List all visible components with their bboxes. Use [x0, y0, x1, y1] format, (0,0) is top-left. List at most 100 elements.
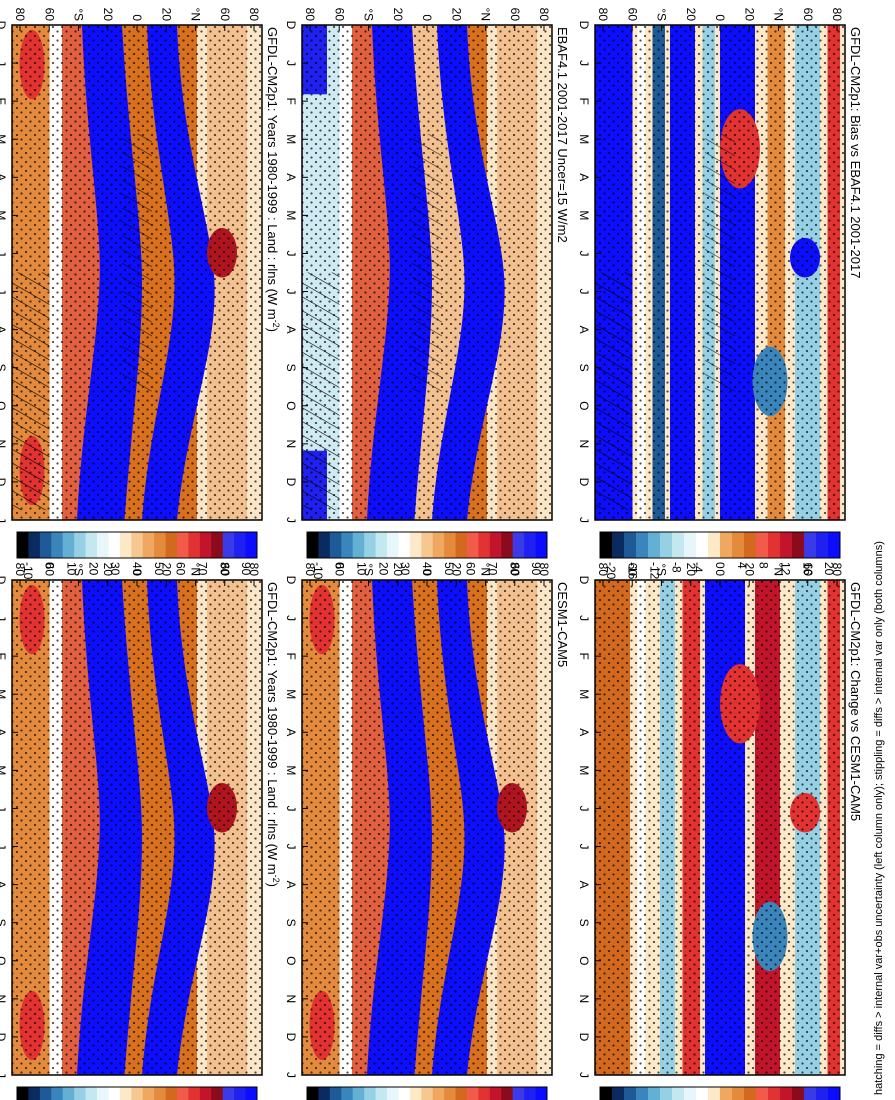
- p5-colorbar-swatch: [743, 532, 756, 558]
- p5-lat-tick: °N: [772, 8, 786, 21]
- p3-colorbar-swatch: [363, 532, 376, 558]
- p2-colorbar-tick: 70: [195, 562, 209, 576]
- p3-month-tick: O: [284, 401, 298, 410]
- p1-month-tick: M: [0, 689, 8, 699]
- p5-month-tick: A: [577, 326, 591, 334]
- p3-colorbar-swatch: [489, 532, 502, 558]
- p6-colorbar-swatch: [659, 1087, 672, 1100]
- p3-month-tick: J: [284, 250, 298, 256]
- p3-colorbar-swatch: [375, 532, 387, 558]
- p6-colorbar-swatch: [599, 1087, 612, 1100]
- p5-colorbar-tick: 0: [713, 562, 727, 569]
- p5-title: GFDL-CM2p1: Bias vs EBAF4.1 2001-2017: [848, 27, 863, 278]
- p1-lat-tick: 60: [42, 563, 56, 577]
- p2-lat-tick: 20: [101, 8, 115, 22]
- p6-colorbar-swatch: [743, 1087, 756, 1100]
- p3-colorbar-swatch: [317, 532, 330, 558]
- p3-month-tick: A: [284, 326, 298, 334]
- p6-colorbar-swatch: [611, 1087, 624, 1100]
- p5-colorbar-swatch: [767, 532, 780, 558]
- p6-month-tick: M: [577, 689, 591, 699]
- p4-colorbar-swatch: [375, 1087, 387, 1100]
- p6-colorbar-swatch: [815, 1087, 828, 1100]
- p6-colorbar-swatch: [719, 1087, 732, 1100]
- p1-title: GFDL-CM2p1: Years 1980-1999 : Land : rln…: [265, 582, 281, 887]
- p3-month-tick: D: [284, 21, 298, 30]
- p2-colorbar-swatch: [16, 532, 29, 558]
- p3-colorbar-tick: 10: [355, 562, 369, 576]
- p4-month-tick: A: [284, 728, 298, 736]
- p2-month-tick: D: [0, 478, 8, 487]
- p3-colorbar-tick: 20: [376, 562, 390, 576]
- p1-month-tick: J: [0, 1072, 8, 1078]
- p2-colorbar-tick: 20: [86, 562, 100, 576]
- p5-colorbar-swatch: [719, 532, 732, 558]
- p3-colorbar-swatch: [477, 532, 490, 558]
- p3-colorbar-tick: 30: [398, 562, 412, 576]
- p3-lat-tick: 80: [303, 8, 317, 22]
- p4-lat-tick: 80: [303, 563, 317, 577]
- p3-month-tick: D: [284, 478, 298, 487]
- p1-month-tick: A: [0, 881, 8, 889]
- p2-lat-tick: °N: [189, 8, 203, 21]
- p1-month-tick: M: [0, 765, 8, 775]
- p4-colorbar-swatch: [363, 1087, 376, 1100]
- p1-colorbar-swatch: [73, 1087, 86, 1100]
- figure-caption: hatching = diffs > internal var+obs unce…: [873, 541, 885, 1095]
- p2-colorbar-tick: -10: [21, 562, 35, 580]
- p4-colorbar-swatch: [466, 1087, 479, 1100]
- p4-heatmap: [301, 579, 553, 1076]
- p6-month-tick: N: [577, 995, 591, 1004]
- p1-heatmap: [11, 579, 263, 1076]
- p6-lat-tick: 60: [801, 563, 815, 577]
- p3-title: EBAF4.1 2001-2017 Uncer=15 W/m2: [555, 27, 570, 243]
- p4-colorbar-swatch: [409, 1087, 422, 1100]
- p1-month-tick: J: [0, 805, 8, 811]
- p3-lat-tick: 60: [332, 8, 346, 22]
- p1-month-tick: J: [0, 615, 8, 621]
- p3-colorbar-swatch: [352, 532, 365, 558]
- p6-lat-tick: °N: [772, 563, 786, 576]
- p2-colorbar-tick: 40: [130, 562, 144, 576]
- p6-month-tick: A: [577, 728, 591, 736]
- p3-colorbar-swatch: [455, 532, 467, 558]
- p5-heatmap: [594, 24, 846, 521]
- p6-colorbar-swatch: [695, 1087, 708, 1100]
- p3-colorbar-swatch: [420, 532, 433, 558]
- p2-colorbar-swatch: [62, 532, 75, 558]
- p1-colorbar-swatch: [85, 1087, 97, 1100]
- p2-colorbar-tick: 30: [108, 562, 122, 576]
- p2-colorbar-tick: 0: [43, 562, 57, 569]
- p1-month-tick: F: [0, 652, 8, 659]
- p1-colorbar-swatch: [233, 1087, 246, 1100]
- p3-month-tick: J: [284, 289, 298, 295]
- p5-month-tick: J: [577, 517, 591, 523]
- p6-title: GFDL-CM2p1: Change vs CESM1-CAM5: [848, 582, 863, 821]
- p6-colorbar-swatch: [635, 1087, 648, 1100]
- p5-colorbar: 20 16 12 8 4 0 -4 -8 -12 -16 -20: [599, 531, 841, 580]
- p5-colorbar-tick: 4: [735, 562, 749, 569]
- p4-month-tick: O: [284, 956, 298, 965]
- p5-month-tick: N: [577, 440, 591, 449]
- p3-colorbar-swatch: [523, 532, 536, 558]
- p2-month-tick: J: [0, 60, 8, 66]
- p5-colorbar-swatch: [599, 532, 612, 558]
- p3-colorbar-tick: 40: [420, 562, 434, 576]
- p1-colorbar-swatch: [39, 1087, 52, 1100]
- p1-month-tick: A: [0, 728, 8, 736]
- p4-colorbar-swatch: [500, 1087, 513, 1100]
- p4-colorbar-swatch: [523, 1087, 536, 1100]
- p3-month-tick: M: [284, 134, 298, 144]
- p2-colorbar-swatch: [233, 532, 246, 558]
- p2-colorbar-tick: 80: [217, 562, 231, 576]
- p3-colorbar-swatch: [386, 532, 399, 558]
- p6-lat-tick: 80: [596, 563, 610, 577]
- p1-lat-tick: 20: [159, 563, 173, 577]
- p3-colorbar-swatch: [306, 532, 319, 558]
- p1-month-tick: S: [0, 919, 8, 927]
- p3-colorbar-swatch: [329, 532, 342, 558]
- p1-lat-tick: 80: [247, 563, 261, 577]
- p1-colorbar-swatch: [119, 1087, 132, 1100]
- p1-colorbar-swatch: [187, 1087, 200, 1100]
